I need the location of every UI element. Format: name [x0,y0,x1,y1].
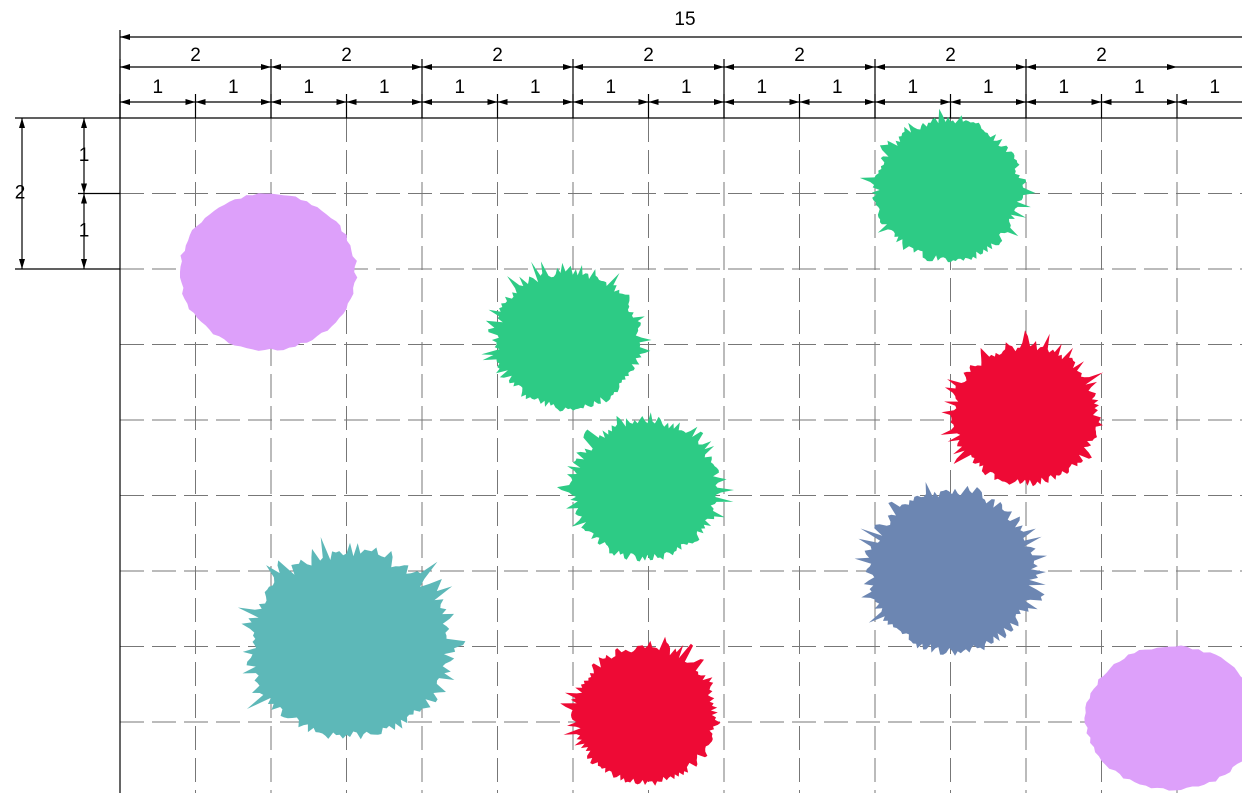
dimension-label: 1 [1134,77,1145,98]
dimension-label: 1 [1058,77,1069,98]
arrowhead [346,99,357,105]
arrowhead [261,99,271,105]
dimension-label: 1 [530,77,541,98]
arrowhead [1177,99,1187,105]
plant [1084,645,1242,791]
arrowhead [120,99,130,105]
arrowhead [1026,99,1036,105]
arrowhead [271,64,281,70]
dimension-label: 1 [681,77,692,98]
dimension-label: 1 [832,77,843,98]
dimension-label: 2 [190,45,201,66]
arrowhead [120,34,130,40]
plant [940,330,1104,487]
arrowhead [789,99,800,105]
dimension-label: 1 [228,77,239,98]
arrowhead [120,64,130,70]
dimension-label: 1 [605,77,616,98]
arrowhead [950,99,961,105]
dimension-label: 2 [15,183,26,204]
arrowhead [497,99,508,105]
plant [854,482,1047,656]
dimension-label: 2 [492,45,503,66]
arrowhead [1091,99,1102,105]
dimension-label: 1 [79,145,90,166]
dimension-label: 15 [674,9,695,30]
arrowhead [81,193,87,204]
arrowhead [412,64,422,70]
arrowhead [799,99,810,105]
plant [557,412,734,562]
plant [180,193,358,351]
plant [481,261,652,412]
arrowhead [1101,99,1112,105]
arrowhead [638,99,649,105]
arrowhead [81,259,87,269]
dimension-label: 2 [643,45,654,66]
dimension-label: 1 [1209,77,1220,98]
arrowhead [1167,64,1177,70]
dimension-label: 1 [907,77,918,98]
arrowhead [724,64,734,70]
arrowhead [714,99,724,105]
dimension-label: 1 [983,77,994,98]
dimension-label: 1 [379,77,390,98]
arrowhead [336,99,347,105]
arrowhead [648,99,659,105]
dimensions: 15 2 2 2 2 2 2 2 1 1 1 1 1 1 1 1 1 1 1 1 1 1 1 2 1 1 [15,9,1242,270]
dimension-label: 2 [1096,45,1107,66]
dimension-label: 2 [945,45,956,66]
arrowhead [195,99,206,105]
plant [237,537,466,740]
dimension-label: 1 [756,77,767,98]
dimension-label: 1 [152,77,163,98]
arrowhead [422,99,432,105]
arrowhead [573,64,583,70]
arrowhead [422,64,432,70]
arrowhead [1016,99,1026,105]
arrowhead [875,99,885,105]
plants [180,108,1242,791]
arrowhead [563,99,573,105]
dimension-label: 2 [794,45,805,66]
dimension-label: 1 [79,220,90,241]
dimension-label: 1 [303,77,314,98]
arrowhead [487,99,498,105]
arrowhead [563,64,573,70]
arrowhead [714,64,724,70]
arrowhead [865,64,875,70]
plant [859,108,1036,263]
arrowhead [412,99,422,105]
arrowhead [19,259,25,269]
arrowhead [1167,99,1177,105]
arrowhead [573,99,583,105]
arrowhead [19,118,25,128]
arrowhead [724,99,734,105]
arrowhead [185,99,196,105]
arrowhead [875,64,885,70]
arrowhead [1016,64,1026,70]
arrowhead [81,118,87,128]
arrowhead [271,99,281,105]
dimension-label: 1 [454,77,465,98]
dimension-label: 2 [341,45,352,66]
plant [560,636,721,786]
arrowhead [940,99,951,105]
arrowhead [261,64,271,70]
arrowhead [865,99,875,105]
arrowhead [1026,64,1036,70]
arrowhead [81,183,87,194]
